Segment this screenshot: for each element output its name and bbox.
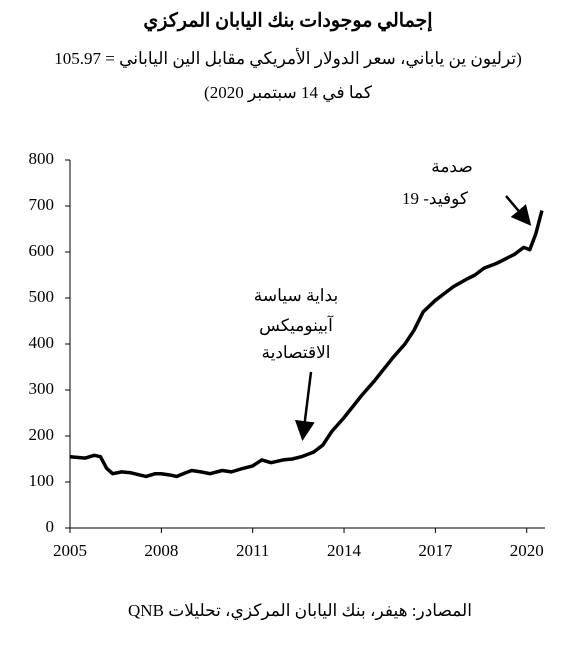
annotation: بداية سياسة	[254, 286, 338, 305]
subtitle: (ترليون ين ياباني، سعر الدولار الأمريكي …	[54, 48, 522, 69]
y-tick-label: 800	[29, 149, 55, 168]
x-tick-label: 2017	[418, 541, 453, 560]
y-tick-label: 100	[29, 471, 55, 490]
arrow	[505, 195, 532, 226]
y-tick-label: 200	[29, 425, 55, 444]
x-tick-label: 2005	[53, 541, 87, 560]
chart-title: إجمالي موجودات بنك اليابان المركزي	[143, 10, 432, 32]
y-tick-label: 400	[29, 333, 55, 352]
x-tick-label: 2020	[510, 541, 544, 560]
x-tick-label: 2008	[144, 541, 178, 560]
y-tick-label: 0	[46, 517, 55, 536]
annotation: كوفيد- 19	[402, 189, 469, 209]
source: المصادر: هيفر، بنك اليابان المركزي، تحلي…	[128, 601, 472, 621]
subtitle: كما في 14 سبتمبر 2020)	[204, 83, 373, 103]
y-tick-label: 700	[29, 195, 55, 214]
line	[69, 210, 544, 479]
annotation: صدمة	[431, 157, 473, 176]
x-tick-label: 2014	[327, 541, 362, 560]
x-tick-label: 2011	[236, 541, 269, 560]
annotation: الاقتصادية	[261, 343, 330, 362]
y-tick-label: 600	[29, 241, 55, 260]
y-tick-label: 500	[29, 287, 55, 306]
annotation: آبينوميكس	[259, 314, 334, 336]
y-tick-label: 300	[29, 379, 55, 398]
arrow	[294, 371, 315, 441]
